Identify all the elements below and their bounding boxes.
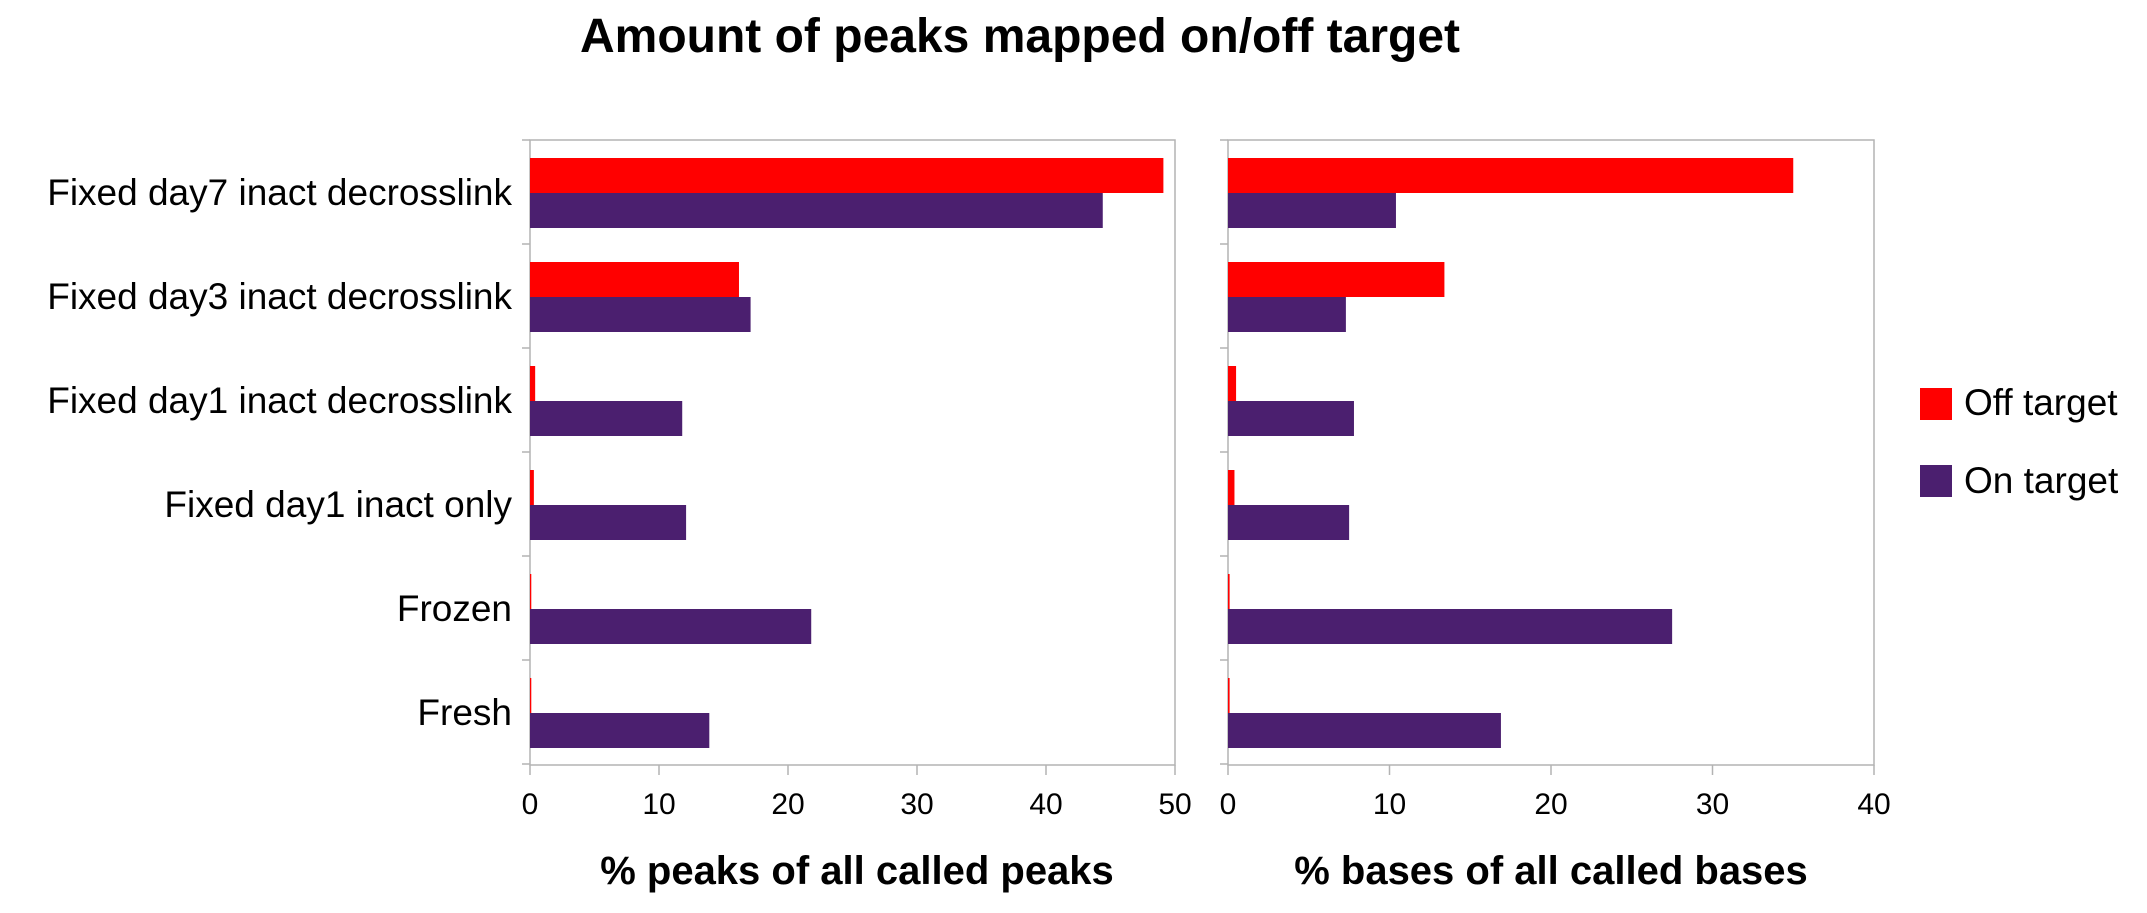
bar-peaks-on-target-fixed-day1-inact-decrosslink — [530, 401, 683, 436]
category-label-fresh: Fresh — [417, 692, 512, 733]
x-tick-label-peaks-20: 20 — [771, 788, 804, 821]
legend-label-on-target: On target — [1964, 460, 2119, 501]
panel-peaks: 0 10 20 30 40 50 % peaks of all called peaks — [522, 139, 1192, 893]
bar-peaks-off-target-fixed-day1-inact-only — [530, 470, 534, 505]
category-label-fixed-day3-inact-decrosslink: Fixed day3 inact decrosslink — [47, 276, 512, 317]
x-tick-label-peaks-50: 50 — [1158, 788, 1191, 821]
bar-peaks-off-target-fixed-day1-inact-decrosslink — [530, 366, 536, 401]
x-tick-label-bases-30: 30 — [1696, 788, 1729, 821]
bar-peaks-off-target-frozen — [530, 574, 532, 609]
plot-area-peaks — [529, 139, 1176, 766]
x-tick-label-peaks-40: 40 — [1029, 788, 1062, 821]
bar-bases-off-target-fixed-day1-inact-decrosslink — [1228, 366, 1237, 401]
bar-bases-off-target-fixed-day1-inact-only — [1228, 470, 1235, 505]
bar-bases-off-target-frozen — [1228, 574, 1230, 609]
x-tick-label-bases-20: 20 — [1534, 788, 1567, 821]
bar-peaks-off-target-fixed-day3-inact-decrosslink — [530, 262, 739, 297]
bar-bases-on-target-fresh — [1228, 713, 1501, 748]
bar-bases-on-target-fixed-day1-inact-only — [1228, 505, 1350, 540]
bar-bases-on-target-fixed-day1-inact-decrosslink — [1228, 401, 1354, 436]
category-label-frozen: Frozen — [397, 588, 512, 629]
legend-swatch-on-target — [1920, 465, 1952, 497]
bar-peaks-off-target-fixed-day7-inact-decrosslink — [530, 158, 1164, 193]
x-axis-label-peaks: % peaks of all called peaks — [600, 849, 1114, 893]
bar-peaks-on-target-frozen — [530, 609, 812, 644]
x-tick-label-peaks-30: 30 — [900, 788, 933, 821]
bar-peaks-on-target-fixed-day7-inact-decrosslink — [530, 193, 1103, 228]
x-tick-label-bases-40: 40 — [1857, 788, 1890, 821]
x-tick-label-bases-10: 10 — [1373, 788, 1406, 821]
legend-swatch-off-target — [1920, 388, 1952, 420]
bar-peaks-off-target-fresh — [530, 678, 532, 713]
legend: Off target On target — [1920, 382, 2119, 501]
category-label-fixed-day1-inact-decrosslink: Fixed day1 inact decrosslink — [47, 380, 512, 421]
x-tick-label-peaks-10: 10 — [642, 788, 675, 821]
bar-bases-off-target-fresh — [1228, 678, 1230, 713]
bar-peaks-on-target-fixed-day3-inact-decrosslink — [530, 297, 751, 332]
bar-peaks-on-target-fresh — [530, 713, 710, 748]
panel-bases: 0 10 20 30 40 % bases of all called bases — [1220, 139, 1891, 893]
chart-title: Amount of peaks mapped on/off target — [580, 10, 1460, 63]
bar-bases-on-target-frozen — [1228, 609, 1673, 644]
bar-bases-off-target-fixed-day3-inact-decrosslink — [1228, 262, 1445, 297]
plot-area-bases — [1227, 139, 1875, 766]
legend-label-off-target: Off target — [1964, 382, 2118, 423]
bar-bases-off-target-fixed-day7-inact-decrosslink — [1228, 158, 1794, 193]
category-label-fixed-day7-inact-decrosslink: Fixed day7 inact decrosslink — [47, 172, 512, 213]
bar-peaks-on-target-fixed-day1-inact-only — [530, 505, 687, 540]
x-axis-label-bases: % bases of all called bases — [1294, 849, 1808, 893]
bar-bases-on-target-fixed-day7-inact-decrosslink — [1228, 193, 1396, 228]
bar-bases-on-target-fixed-day3-inact-decrosslink — [1228, 297, 1346, 332]
x-tick-label-peaks-0: 0 — [522, 788, 539, 821]
x-tick-label-bases-0: 0 — [1220, 788, 1237, 821]
category-label-fixed-day1-inact-only: Fixed day1 inact only — [164, 484, 512, 525]
category-labels: Fixed day7 inact decrosslink Fixed day3 i… — [47, 172, 512, 733]
